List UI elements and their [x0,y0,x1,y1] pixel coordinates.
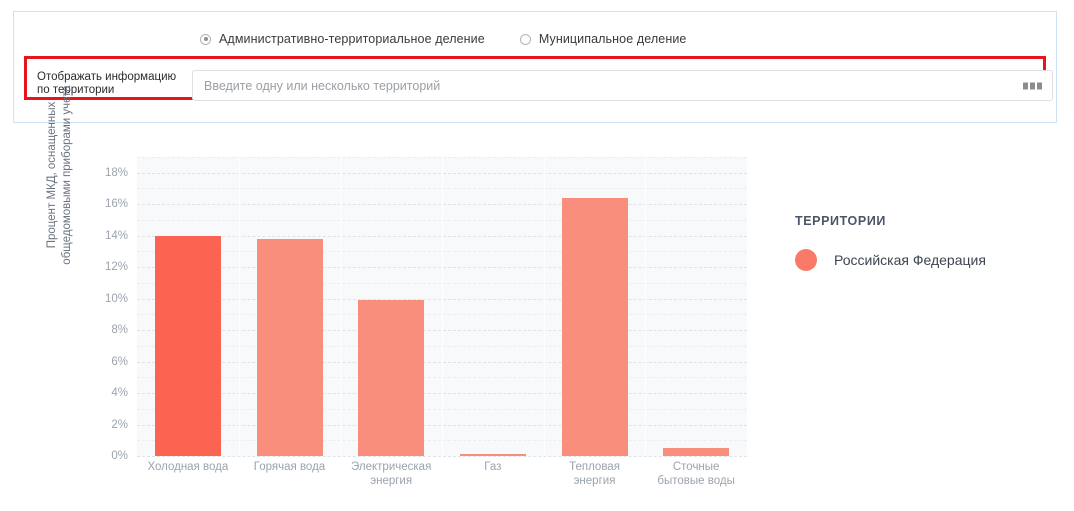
x-axis-tick-label: Газ [438,460,548,474]
territory-input-placeholder: Введите одну или несколько территорий [204,78,441,93]
x-axis-tick-label-line: Тепловая [569,461,620,473]
y-axis-title-line-2: общедомовыми приборами учета [61,85,73,265]
legend-item-label: Российская Федерация [834,252,986,268]
category-separator [645,157,647,456]
bar[interactable] [154,235,221,456]
radio-label-municipal: Муниципальное деление [538,32,687,46]
y-axis-tick-label: 0% [111,450,128,462]
y-axis-title: Процент МКД, оснащенных общедомовыми при… [45,60,79,290]
x-axis-tick-label-line: Сточные [672,461,720,473]
radio-option-municipal[interactable]: Муниципальное деление [519,32,687,46]
legend-color-swatch [795,249,817,271]
x-axis-tick-label-line: энергия [573,475,616,487]
filter-panel: Административно-территориальное деление … [13,11,1057,123]
legend-title: ТЕРРИТОРИИ [795,214,886,228]
bar[interactable] [459,453,526,456]
x-axis-tick-label: Тепловая энергия [540,460,650,488]
bar[interactable] [358,300,425,456]
x-axis-tick-label-line: Электрическая [351,461,432,473]
x-axis-tick-label-line: Горячая вода [253,461,326,473]
x-axis-tick-label-line: энергия [370,475,413,487]
radio-option-administrative[interactable]: Административно-территориальное деление [200,32,485,46]
y-axis-tick-label: 14% [104,229,128,242]
radio-dot-municipal[interactable] [519,33,531,45]
y-axis-tick-label: 16% [104,198,128,211]
y-axis-tick-label: 18% [104,166,128,179]
ellipsis-icon[interactable] [1023,82,1042,89]
y-axis-tick-label: 4% [111,387,128,400]
gridline-major [137,456,747,457]
y-axis-title-line-1: Процент МКД, оснащенных [46,101,58,249]
x-axis-tick-label-line: Холодная вода [147,461,229,473]
x-axis-tick-label: Электрическая энергия [336,460,446,488]
x-axis-tick-label-line: бытовые воды [657,475,735,487]
category-separator [442,157,443,456]
x-axis-tick-label: Сточные бытовые воды [641,460,751,488]
category-separator [238,157,240,456]
y-axis-tick-label: 2% [111,418,128,431]
division-radio-group: Административно-территориальное деление … [14,32,1056,46]
category-separator [543,157,545,456]
plot-area: 0% 2% 4% 6% 8% 10% 12% 14% 16% 18% Холодная вода Го… [105,157,747,487]
y-axis-tick-label: 12% [104,261,128,274]
territory-field-label: Отображать информацию по территории [37,71,177,96]
radio-label-administrative: Административно-территориальное деление [219,32,485,46]
bar[interactable] [561,197,628,456]
radio-dot-administrative[interactable] [200,33,211,45]
territory-input[interactable]: Введите одну или несколько территорий [192,70,1053,101]
x-axis-tick-label: Горячая вода [235,460,345,474]
x-axis-tick-label-line: Газ [484,461,502,473]
x-axis-tick-label: Холодная вода [133,460,243,474]
y-axis-tick-label: 10% [104,292,128,305]
y-axis-tick-label: 6% [111,355,128,368]
chart-area: Процент МКД, оснащенных общедомовыми при… [0,85,1074,511]
chart-legend: ТЕРРИТОРИИ Российская Федерация [795,214,986,271]
legend-item[interactable]: Российская Федерация [795,249,986,271]
y-axis-tick-label: 8% [111,324,128,337]
category-separator [340,157,342,456]
bar[interactable] [256,238,323,456]
bar[interactable] [663,448,730,456]
